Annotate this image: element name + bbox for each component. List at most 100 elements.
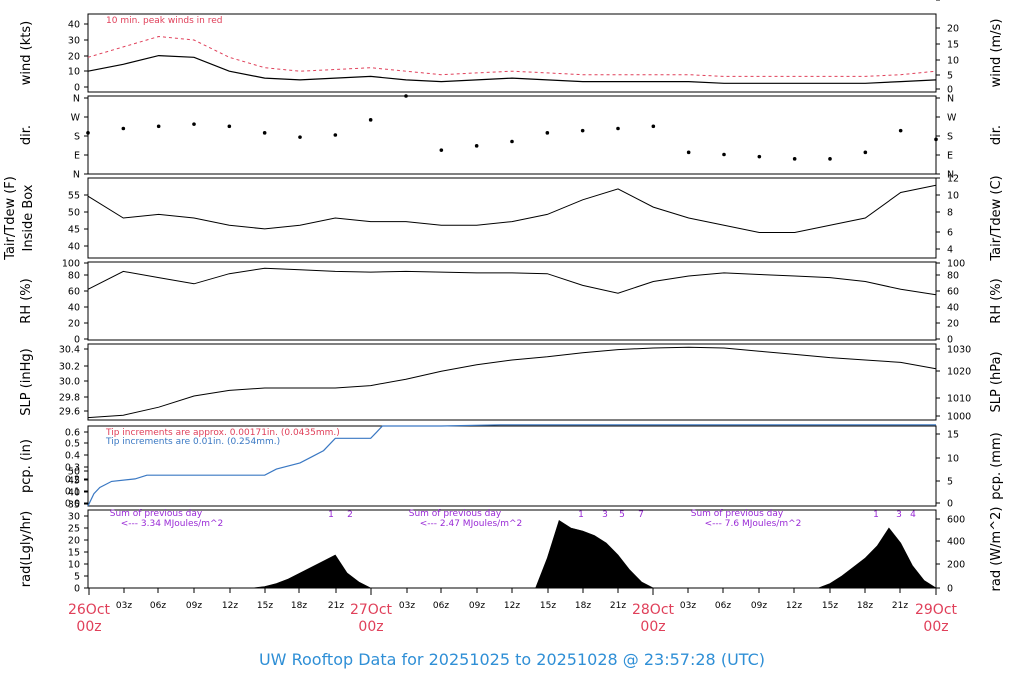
right-tick-label: N — [947, 94, 954, 105]
dir-point — [934, 137, 938, 142]
hour-tick-label: 18z — [857, 601, 873, 611]
right-axis-label: wind (m/s) — [989, 19, 1004, 88]
dir-point — [722, 152, 726, 157]
left-tick-label: 35 — [68, 500, 80, 511]
left-tick-label: 60 — [68, 287, 80, 298]
left-tick-label: 30.0 — [59, 377, 80, 388]
right-tick-label: 15 — [947, 40, 959, 51]
rad-marker: 1 — [578, 510, 584, 520]
day-tick-hour: 00z — [640, 619, 665, 635]
hour-tick-label: 12z — [222, 601, 238, 611]
hour-tick-label: 15z — [540, 601, 556, 611]
dir-point — [863, 150, 868, 155]
left-axis-label: dir. — [19, 125, 34, 145]
left-tick-label: 10 — [68, 67, 80, 78]
right-tick-label: 10 — [947, 56, 959, 67]
left-tick-label: 0.1 — [65, 487, 80, 498]
hour-tick-label: 03z — [116, 601, 132, 611]
left-tick-label: 20 — [68, 319, 80, 330]
rad-marker: 5 — [619, 510, 625, 520]
right-axis-label: dir. — [989, 125, 1004, 145]
dir-point — [828, 157, 832, 161]
left-tick-label: 45 — [68, 225, 80, 236]
left-tick-label: 0 — [74, 83, 80, 94]
rad-sum-value: <--- 2.47 MJoules/m^2 — [420, 519, 522, 529]
left-axis-label: RH (%) — [19, 278, 34, 323]
rad-sum-label: Sum of previous day — [409, 509, 502, 519]
panel-frame — [87, 343, 937, 421]
right-tick-label: 0 — [947, 499, 953, 510]
right-tick-label: 1020 — [947, 367, 971, 378]
right-tick-label: 1030 — [947, 345, 971, 356]
dir-point — [298, 135, 302, 139]
dir-point — [368, 118, 373, 122]
hour-tick-label: 09z — [469, 601, 485, 611]
day-tick-hour: 00z — [76, 619, 101, 635]
left-tick-label: 45 — [68, 476, 80, 487]
rad-area — [88, 520, 938, 589]
panel-frame — [87, 425, 937, 507]
hour-tick-label: 18z — [291, 601, 307, 611]
left-tick-label: 0 — [74, 584, 80, 595]
right-tick-label: 5 — [947, 477, 953, 488]
left-tick-label: 30.2 — [59, 362, 80, 373]
dir-point — [510, 139, 514, 144]
left-axis-label-secondary: Inside Box — [21, 184, 36, 251]
day-tick-label: 26Oct — [68, 602, 111, 618]
panel-frame — [87, 177, 937, 259]
panel-temp: 40455055468101214Tair/Tdew (F)Inside Box… — [3, 0, 1004, 262]
pcp-note-approx: Tip increments are approx. 0.00171in. (0… — [105, 428, 340, 438]
right-tick-label: 1010 — [947, 394, 971, 405]
left-tick-label: 20 — [68, 52, 80, 63]
dir-point — [156, 124, 161, 129]
right-axis-label: RH (%) — [989, 278, 1004, 323]
right-tick-label: N — [947, 170, 954, 181]
right-tick-label: W — [947, 113, 957, 124]
hour-tick-label: 12z — [786, 601, 802, 611]
dir-point — [651, 124, 656, 129]
day-tick-hour: 00z — [358, 619, 383, 635]
left-tick-label: 40 — [68, 20, 80, 31]
left-tick-label: 29.8 — [59, 393, 80, 404]
right-tick-label: 80 — [947, 271, 959, 282]
panel-wind: 0 10 20 30 40 0 5 10 15 20 wind (kts) wind (m/s) — [19, 13, 1004, 96]
left-tick-label: N — [73, 170, 80, 181]
left-tick-label: 5 — [74, 572, 80, 583]
right-axis-label: Tair/Tdew (C) — [989, 175, 1004, 261]
dir-point — [86, 131, 90, 135]
dir-point — [580, 128, 585, 133]
wind-peak-line — [87, 35, 937, 77]
right-tick-label: 10 — [947, 191, 959, 202]
right-tick-label: 60 — [947, 287, 959, 298]
left-tick-label: 30 — [68, 36, 80, 47]
dir-point — [404, 94, 408, 98]
rad-marker: 2 — [347, 510, 353, 520]
left-tick-label: 15 — [68, 548, 80, 559]
dir-point — [227, 124, 232, 129]
day-tick-label: 29Oct — [915, 602, 958, 618]
hour-tick-label: 09z — [186, 601, 202, 611]
right-tick-label: 15 — [947, 430, 959, 441]
hour-tick-label: 06z — [715, 601, 731, 611]
right-axis-label: SLP (hPa) — [989, 351, 1004, 412]
rad-marker: 4 — [910, 510, 916, 520]
left-tick-label: 80 — [68, 271, 80, 282]
hour-tick-label: 03z — [680, 601, 696, 611]
dir-point — [616, 126, 620, 131]
left-tick-label: 40 — [68, 303, 80, 314]
x-axis: 03z 06z 09z 12z 15z 18z 21z 03z 06z 09z 12z 15z 18z 2… — [68, 588, 958, 635]
left-axis-label: SLP (inHg) — [19, 348, 34, 416]
dir-point — [545, 131, 550, 135]
dir-point — [898, 128, 903, 133]
right-tick-label: 10 — [947, 454, 959, 465]
rad-sum-value: <--- 7.6 MJoules/m^2 — [705, 519, 802, 529]
right-tick-label: 40 — [947, 303, 959, 314]
left-axis-label: Tair/Tdew (F) — [3, 176, 18, 261]
left-tick-label: 0 — [74, 335, 80, 346]
right-tick-label: 8 — [947, 208, 953, 219]
dir-point — [262, 131, 267, 135]
dir-point — [192, 122, 196, 126]
